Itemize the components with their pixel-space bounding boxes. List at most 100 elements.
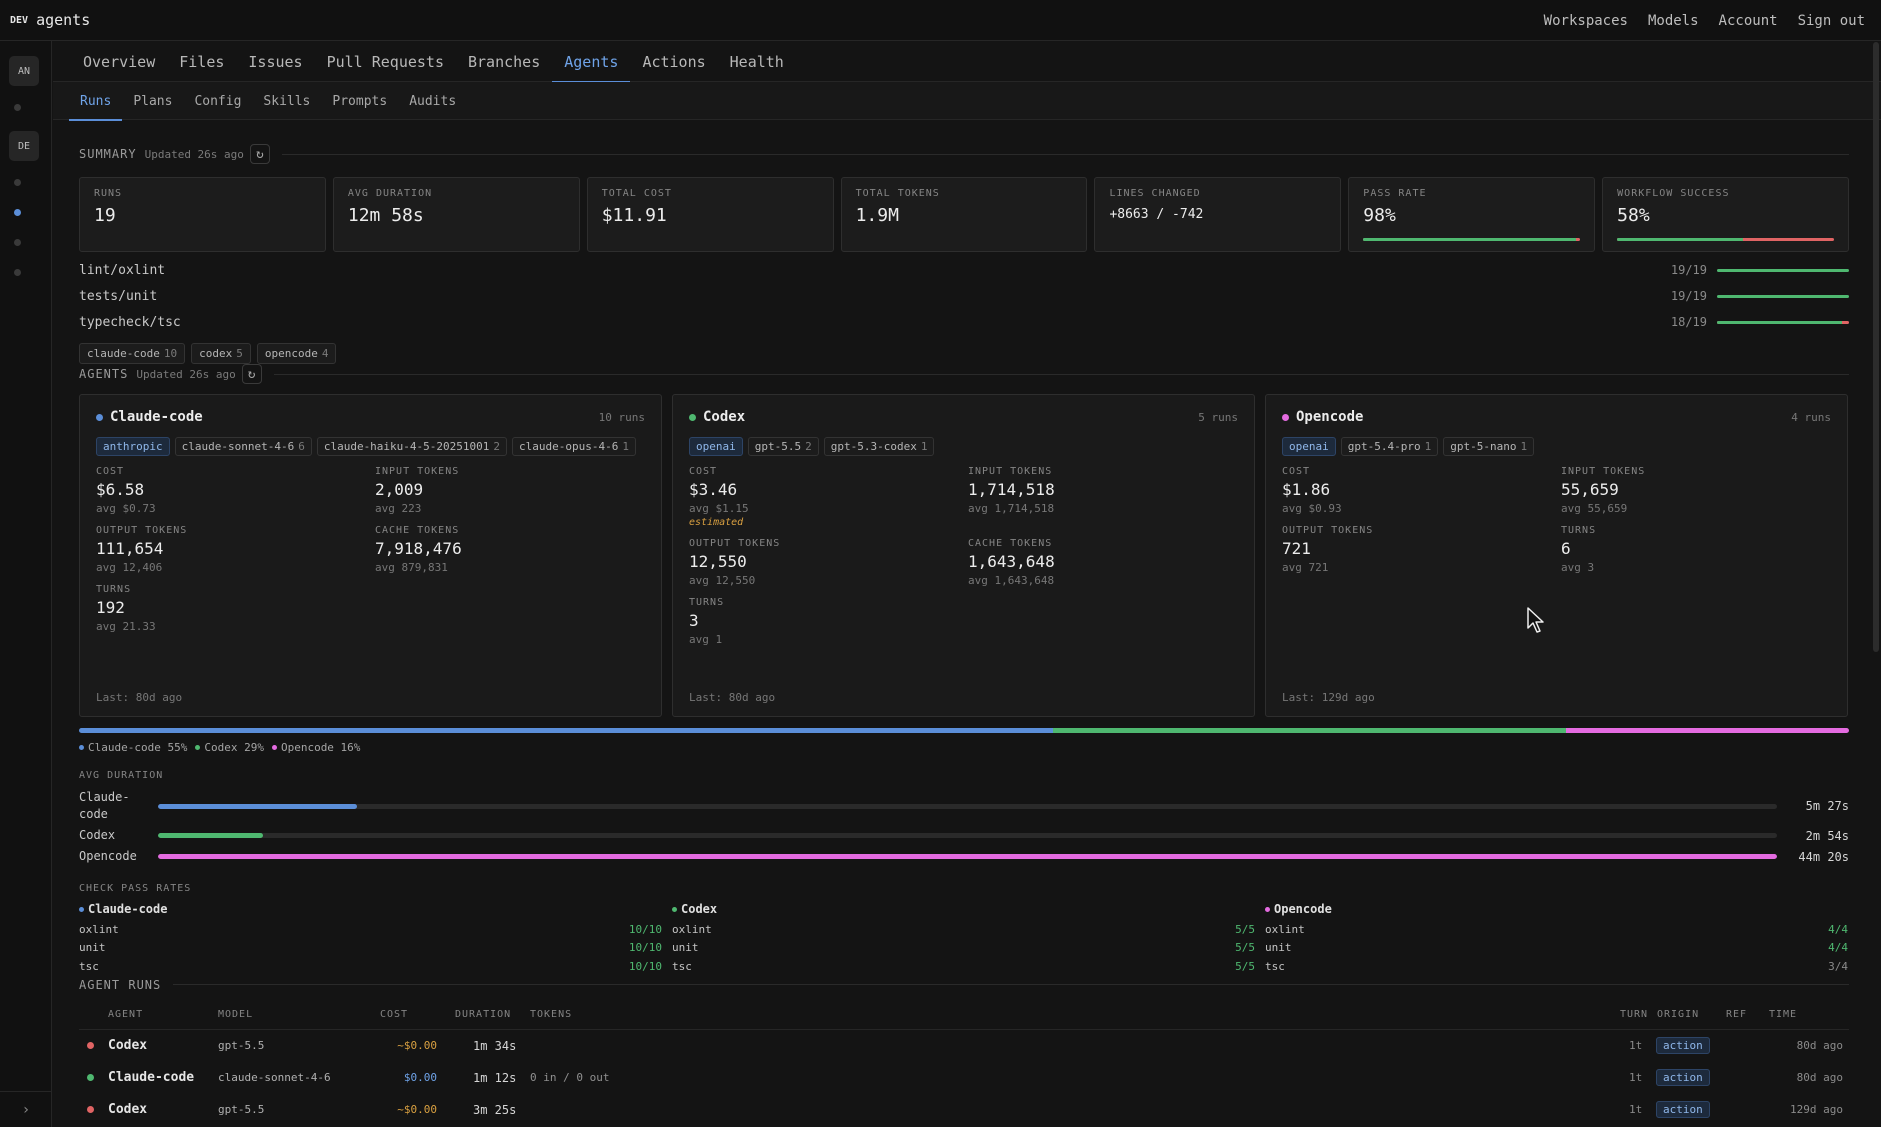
legend-dot [195,745,201,750]
stat-value: +8663 / -742 [1109,207,1204,222]
origin-badge: action [1656,1037,1710,1054]
stat-label: LINES CHANGED [1109,188,1201,199]
tab-files[interactable]: Files [179,52,225,71]
agent-last: Last: 80d ago [689,691,776,704]
chip-claude-code[interactable]: claude-code 10 [79,343,186,364]
pass-col-codex: Codex oxlint 5/5 unit 5/5 tsc 5/5 [672,902,1255,976]
run-model: gpt-5.5 [218,1103,265,1116]
subtab-audits[interactable]: Audits [409,93,457,109]
tab-pull-requests[interactable]: Pull Requests [326,52,444,71]
scrollbar[interactable] [1873,42,1879,652]
subtab-runs[interactable]: Runs [69,82,123,121]
summary-title: SUMMARY [79,147,137,161]
tab-actions[interactable]: Actions [642,52,706,71]
legend-label: Codex 29% [204,741,264,754]
top-link-workspaces[interactable]: Workspaces [1543,12,1628,29]
expand-rail-icon[interactable]: › [0,1091,52,1127]
duration-row: Claude-code 5m 27s [79,789,1849,823]
refresh-icon[interactable]: ↻ [241,364,262,384]
rail-dot[interactable] [14,179,21,186]
estimated-note: estimated [689,517,744,528]
table-row[interactable]: Codex gpt-5.5 ~$0.00 3m 25s 1t action 12… [79,1094,1849,1126]
check-name: tsc [1265,959,1285,973]
model-count: 2 [805,440,812,453]
tab-issues[interactable]: Issues [248,52,303,71]
run-origin: action [1656,1101,1710,1118]
metric-avg: avg 3 [1561,561,1595,574]
subtab-config[interactable]: Config [194,93,242,109]
pass-head: Opencode [1265,902,1848,916]
col-header-tokens[interactable]: TOKENS [530,1008,573,1020]
subtab-skills[interactable]: Skills [263,93,311,109]
tab-branches[interactable]: Branches [468,52,541,71]
col-header-time[interactable]: TIME [1769,1008,1798,1020]
workspace-tile-de[interactable]: DE [9,131,39,161]
model-count: 1 [1424,440,1432,453]
workspace-tile-an[interactable]: AN [9,56,39,86]
pass-row: oxlint 5/5 [672,920,1255,939]
legend-dot [79,745,84,750]
top-links: Workspaces Models Account Sign out [1544,0,1865,41]
rail-dot[interactable] [14,269,21,276]
agent-card-opencode[interactable]: Opencode 4 runs openai gpt-5.4-pro 1 gpt-… [1265,394,1848,717]
metric-input-tokens: INPUT TOKENS 2,009 avg 223 [375,466,635,521]
rail-dot[interactable] [14,104,21,111]
check-value: 10/10 [628,922,662,936]
agents-updated: Updated 26s ago [136,367,236,381]
refresh-icon[interactable]: ↻ [249,144,270,164]
col-header-duration[interactable]: DURATION [455,1008,512,1020]
chip-label: codex [199,347,233,360]
stat-label: RUNS [94,188,123,199]
metric-avg: avg 223 [375,502,422,515]
origin-badge: action [1656,1069,1710,1086]
duration-value: 5m 27s [1805,799,1849,813]
pass-head: Claude-code [79,902,662,916]
table-row[interactable]: Codex gpt-5.5 ~$0.00 1m 34s 1t action 80… [79,1030,1849,1062]
subtab-prompts[interactable]: Prompts [332,93,388,109]
card-head: Opencode 4 runs [1282,409,1831,425]
top-link-sign-out[interactable]: Sign out [1797,12,1865,29]
tab-overview[interactable]: Overview [83,52,156,71]
agent-card-codex[interactable]: Codex 5 runs openai gpt-5.5 2 gpt-5.3-cod… [672,394,1255,717]
metric-avg: avg 12,550 [689,574,756,587]
divider [173,984,1849,985]
col-header-origin[interactable]: ORIGIN [1657,1008,1700,1020]
rail-dot-active[interactable] [14,209,21,216]
divider [281,153,1849,155]
check-name: unit [672,941,699,955]
metric-output-tokens: OUTPUT TOKENS 12,550 avg 12,550 [689,538,968,593]
agent-cards: Claude-code 10 runs anthropic claude-son… [79,394,1849,717]
secondary-nav: Runs Plans Config Skills Prompts Audits [53,82,1881,121]
top-link-models[interactable]: Models [1647,12,1699,29]
tab-agents[interactable]: Agents [552,41,631,83]
rail-dot[interactable] [14,239,21,246]
chip-opencode[interactable]: opencode 4 [256,343,337,364]
agent-card-claude-code[interactable]: Claude-code 10 runs anthropic claude-son… [79,394,662,717]
chip-codex[interactable]: codex 5 [191,343,251,364]
app-name[interactable]: agents [36,11,91,29]
run-share-bar [79,728,1849,733]
check-name: oxlint [1265,922,1305,936]
run-duration: 3m 25s [473,1102,517,1117]
col-header-cost[interactable]: COST [380,1008,409,1020]
col-header-turn[interactable]: TURN [1620,1008,1649,1020]
legend-item: Opencode 16% [271,741,360,754]
top-link-account[interactable]: Account [1718,12,1778,29]
summary-header: SUMMARY Updated 26s ago ↻ [79,139,1849,169]
metric-label: TURNS [1561,525,1597,536]
duration-value: 2m 54s [1805,828,1849,843]
duration-row: Opencode 44m 20s [79,848,1849,865]
agent-runs: 5 runs [1198,410,1238,424]
metric-avg: avg 721 [1282,561,1329,574]
col-header-ref[interactable]: REF [1726,1008,1748,1020]
table-row[interactable]: Claude-code claude-sonnet-4-6 $0.00 1m 1… [79,1062,1849,1094]
subtab-plans[interactable]: Plans [133,93,173,109]
tab-health[interactable]: Health [729,52,784,71]
duration-agent: Codex [79,828,116,842]
stat-label: WORKFLOW SUCCESS [1617,188,1730,199]
metric-cache-tokens: CACHE TOKENS 1,643,648 avg 1,643,648 [968,538,1228,593]
run-tokens: 0 in / 0 out [530,1071,610,1084]
col-header-model[interactable]: MODEL [218,1008,254,1020]
pass-rates-title: CHECK PASS RATES [79,883,192,894]
col-header-agent[interactable]: AGENT [108,1008,144,1020]
